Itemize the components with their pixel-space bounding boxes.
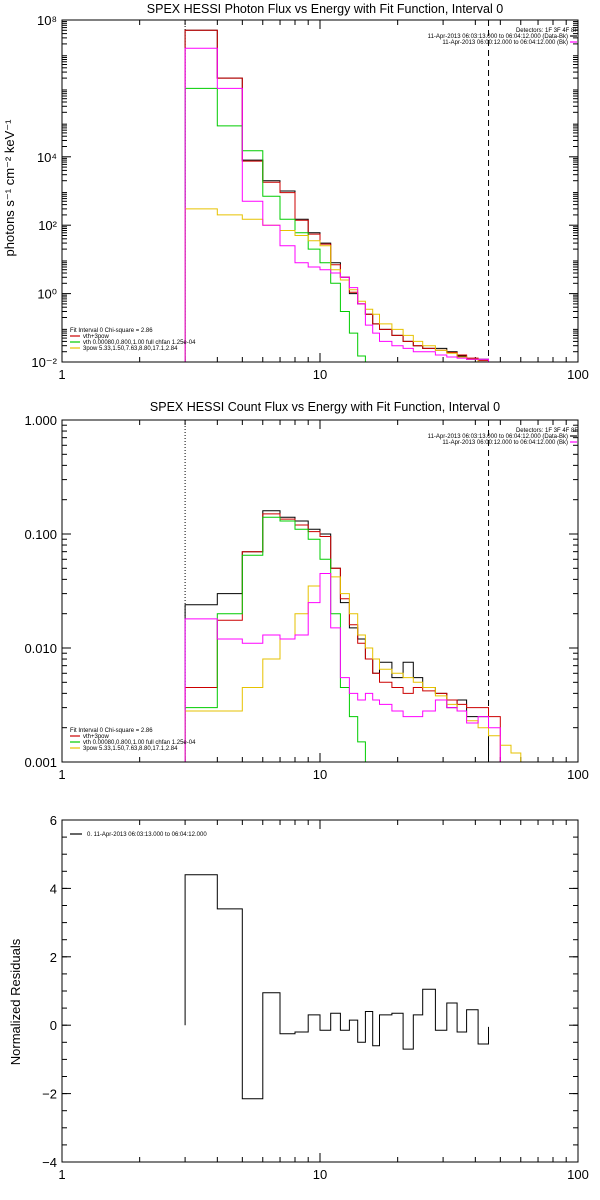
- legend-fit-interval: Fit Interval 0 Chi-square = 2.86: [70, 328, 153, 334]
- count-flux-legend-bottom: Fit Interval 0 Chi-square = 2.86 vth+3po…: [70, 728, 196, 752]
- y-tick-label: 10²: [38, 218, 57, 233]
- legend-detectors: Detectors: 1F 3F 4F 8F: [516, 28, 578, 34]
- photon-flux-legend-bottom: Fit Interval 0 Chi-square = 2.86 vth+3po…: [70, 328, 196, 352]
- photon-flux-title: SPEX HESSI Photon Flux vs Energy with Fi…: [147, 2, 503, 16]
- x-tick-label: 10: [313, 367, 327, 382]
- count-flux-marks: 1 10 100 0.001 0.010 0.100 1.000: [24, 413, 588, 782]
- series-1-histogram: [184, 513, 501, 762]
- residuals-plot-frame: [61, 819, 579, 1163]
- photon-flux-ylabel: photons s⁻¹ cm⁻² keV⁻¹: [2, 119, 17, 257]
- y-tick-label: −4: [42, 1155, 57, 1170]
- y-tick-label: 0: [50, 1018, 57, 1033]
- y-tick-label: 6: [50, 813, 57, 828]
- count-flux-title: SPEX HESSI Count Flux vs Energy with Fit…: [150, 400, 500, 414]
- x-tick-label: 1: [58, 367, 65, 382]
- x-tick-label: 100: [567, 1167, 589, 1182]
- x-tick-label: 100: [567, 367, 589, 382]
- count-flux-plot-frame: [61, 419, 579, 763]
- residuals-legend: 0. 11-Apr-2013 06:03:13.000 to 06:04:12.…: [87, 832, 207, 838]
- y-tick-label: 10⁻²: [31, 355, 57, 370]
- legend-data-interval: 11-Apr-2013 06:03:13.000 to 06:04:12.000…: [428, 34, 568, 40]
- series-2-histogram: [184, 516, 373, 762]
- y-tick-label: 4: [50, 881, 57, 896]
- legend-3pow: 3pow 5.33,1.50,7.63,8.80,17.1,2.84: [83, 346, 178, 352]
- legend-bk-interval: 11-Apr-2013 06:00:12.000 to 06:04:12.000…: [442, 440, 568, 446]
- y-tick-label: 0.001: [24, 755, 57, 770]
- series-4-histogram: [184, 47, 501, 362]
- legend-bk-interval: 11-Apr-2013 06:00:12.000 to 06:04:12.000…: [442, 40, 568, 46]
- y-tick-label: −2: [42, 1087, 57, 1102]
- y-tick-label: 0.010: [24, 641, 57, 656]
- photon-flux-marks: 1 10 100 10⁻² 10⁰ 10² 10⁴ 10⁸: [31, 13, 589, 382]
- legend-fit-interval: Fit Interval 0 Chi-square = 2.86: [70, 728, 153, 734]
- residuals-panel: Normalized Residuals 1 10 100 −4 −2 0 2 4 6 0. 1…: [8, 813, 589, 1182]
- x-tick-label: 1: [58, 1167, 65, 1182]
- legend-vth-3pow: vth+3pow: [83, 734, 110, 740]
- x-tick-label: 1: [58, 767, 65, 782]
- photon-flux-panel: SPEX HESSI Photon Flux vs Energy with Fi…: [2, 2, 589, 382]
- series-4-histogram: [184, 573, 501, 762]
- series-0-histogram: [184, 874, 489, 1100]
- photon-flux-plot-frame: [61, 19, 579, 363]
- residuals-ylabel: Normalized Residuals: [8, 938, 23, 1065]
- legend-vth-3pow: vth+3pow: [83, 334, 110, 340]
- y-tick-label: 2: [50, 950, 57, 965]
- count-flux-panel: SPEX HESSI Count Flux vs Energy with Fit…: [24, 400, 588, 782]
- x-tick-label: 10: [313, 767, 327, 782]
- y-tick-label: 1.000: [24, 413, 57, 428]
- residuals-marks: 1 10 100 −4 −2 0 2 4 6: [42, 813, 589, 1182]
- y-tick-label: 10⁴: [37, 150, 57, 165]
- count-flux-legend-top: Detectors: 1F 3F 4F 8F 11-Apr-2013 06:03…: [428, 428, 579, 446]
- photon-flux-legend-top: Detectors: 1F 3F 4F 8F 11-Apr-2013 06:03…: [428, 28, 579, 46]
- x-tick-label: 10: [313, 1167, 327, 1182]
- legend-detectors: Detectors: 1F 3F 4F 8F: [516, 428, 578, 434]
- y-tick-label: 0.100: [24, 527, 57, 542]
- y-tick-label: 10⁰: [37, 287, 57, 302]
- legend-vth: vth 0.00080,0.800,1.00 full chfan 1.25e-…: [83, 340, 196, 346]
- legend-data-interval: 11-Apr-2013 06:03:13.000 to 06:04:12.000…: [428, 434, 568, 440]
- y-tick-label: 10⁸: [37, 13, 57, 28]
- legend-vth: vth 0.00080,0.800,1.00 full chfan 1.25e-…: [83, 740, 196, 746]
- x-tick-label: 100: [567, 767, 589, 782]
- legend-3pow: 3pow 5.33,1.50,7.63,8.80,17.1,2.84: [83, 746, 178, 752]
